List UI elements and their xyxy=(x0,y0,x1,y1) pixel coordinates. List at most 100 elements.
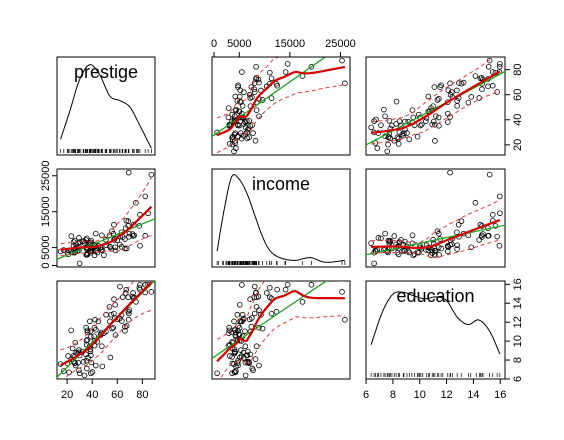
data-point xyxy=(126,230,133,237)
data-point xyxy=(84,336,91,343)
data-point xyxy=(118,318,125,324)
data-point xyxy=(468,244,475,251)
data-point xyxy=(444,248,451,255)
panel-frame-income-education xyxy=(365,168,506,268)
data-point xyxy=(444,110,451,117)
data-point xyxy=(60,368,67,374)
data-point xyxy=(226,327,233,334)
data-point xyxy=(444,242,451,249)
data-point xyxy=(133,199,139,206)
data-point xyxy=(263,290,270,296)
panel-frame-income-prestige xyxy=(56,168,156,268)
data-point xyxy=(430,118,437,125)
data-point xyxy=(111,310,117,317)
data-point xyxy=(109,228,115,234)
data-point xyxy=(126,233,132,240)
density-curve-prestige xyxy=(60,64,152,149)
data-point xyxy=(231,348,238,355)
data-point xyxy=(402,248,408,254)
data-point xyxy=(225,105,232,111)
data-point xyxy=(268,75,275,82)
data-point xyxy=(107,244,114,250)
data-point xyxy=(83,357,90,364)
data-point xyxy=(417,122,424,129)
data-point xyxy=(423,118,429,124)
data-point xyxy=(378,122,384,128)
data-point xyxy=(126,307,133,313)
spread-band-lower xyxy=(216,84,345,154)
linear-fit-line xyxy=(212,57,327,138)
spread-band-upper xyxy=(371,57,495,123)
y-tick-label-prestige: 80 xyxy=(512,64,524,76)
smooth-fit-line xyxy=(371,218,501,249)
data-point xyxy=(92,362,99,369)
data-point xyxy=(241,89,247,96)
data-point xyxy=(88,359,95,366)
data-point xyxy=(476,237,482,243)
y-tick-label-education: 6 xyxy=(512,376,524,382)
density-curve-education xyxy=(370,291,501,355)
data-point xyxy=(89,369,96,375)
data-point xyxy=(129,293,136,300)
data-point xyxy=(110,324,117,331)
data-point xyxy=(71,360,78,367)
data-point xyxy=(274,286,280,293)
data-point xyxy=(122,323,128,330)
data-point xyxy=(214,370,220,377)
data-point xyxy=(111,296,117,303)
data-point xyxy=(233,329,239,336)
data-point xyxy=(236,324,243,331)
data-point xyxy=(299,299,306,305)
data-point xyxy=(107,243,113,250)
data-point xyxy=(436,251,442,258)
data-point xyxy=(88,370,94,377)
panel-income-prestige xyxy=(57,169,155,267)
data-point xyxy=(229,141,236,148)
data-point xyxy=(226,121,233,128)
data-point xyxy=(406,136,413,143)
smooth-fit-line xyxy=(60,205,153,251)
data-point xyxy=(126,310,132,317)
data-point xyxy=(239,282,245,288)
data-point xyxy=(382,113,388,120)
y-tick-label-education: 12 xyxy=(512,316,524,328)
x-tick-label-education: 14 xyxy=(467,389,479,401)
data-point xyxy=(391,233,398,239)
data-point xyxy=(274,82,280,89)
data-point xyxy=(109,325,115,332)
data-point xyxy=(232,93,239,100)
y-tick-label-income: 15000 xyxy=(40,196,52,227)
data-point xyxy=(246,134,252,141)
data-point xyxy=(479,234,485,240)
data-point xyxy=(107,354,114,361)
data-point xyxy=(231,346,238,353)
data-point xyxy=(253,343,260,350)
data-point xyxy=(130,290,136,296)
data-point xyxy=(84,365,90,372)
data-point xyxy=(248,84,255,90)
data-point xyxy=(399,131,405,138)
data-point xyxy=(87,348,94,355)
data-point xyxy=(232,349,239,356)
data-point xyxy=(432,121,438,128)
data-point xyxy=(435,230,442,237)
data-point xyxy=(486,171,493,178)
data-point xyxy=(445,87,452,94)
data-point xyxy=(231,318,237,325)
data-point xyxy=(234,311,241,318)
data-point xyxy=(381,106,387,113)
data-point xyxy=(431,84,438,90)
data-point xyxy=(454,246,460,252)
data-point xyxy=(236,301,243,308)
data-point xyxy=(447,169,453,176)
data-point xyxy=(394,134,401,141)
diagonal-label-education: education xyxy=(396,286,474,306)
data-point xyxy=(437,84,443,90)
data-point xyxy=(368,240,374,246)
y-tick-label-income: 5000 xyxy=(40,235,52,259)
spread-band-upper xyxy=(371,199,501,244)
data-point xyxy=(256,362,262,369)
data-point xyxy=(235,82,241,89)
data-point xyxy=(415,249,422,256)
data-point xyxy=(479,86,485,93)
